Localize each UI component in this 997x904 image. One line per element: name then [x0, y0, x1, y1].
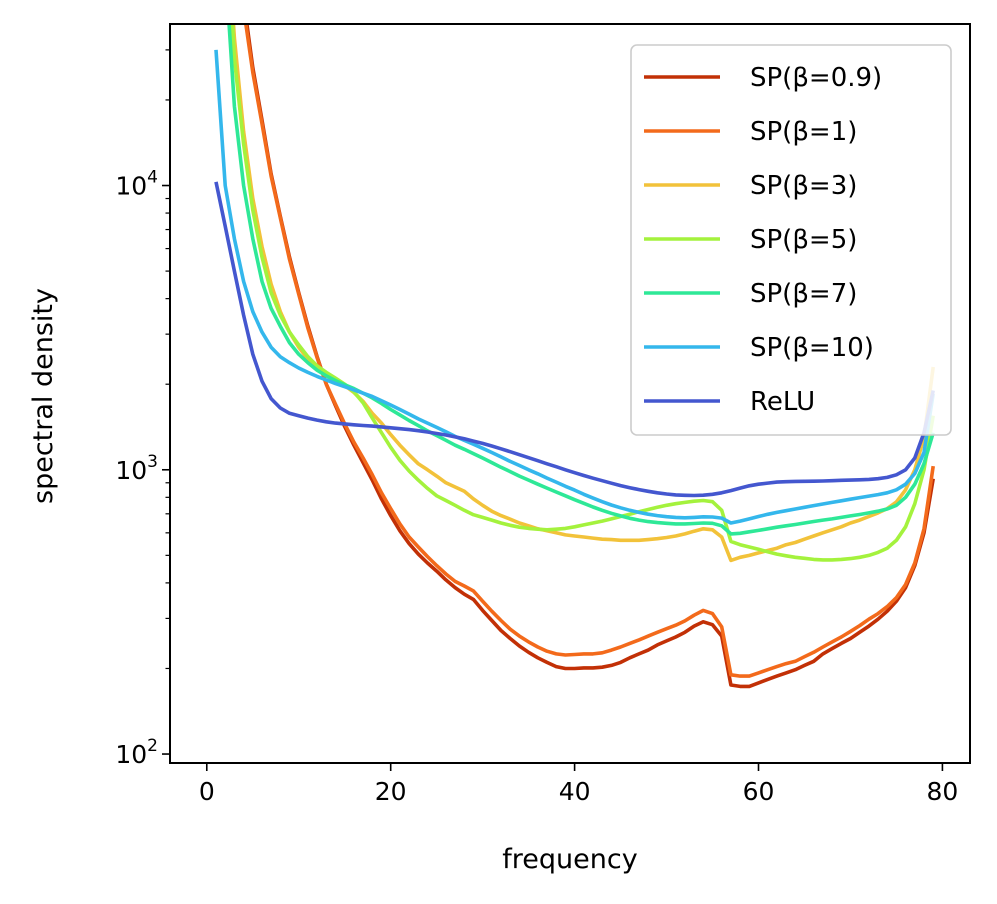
legend-label: SP(β=5): [750, 225, 857, 255]
series-line: [244, 24, 935, 678]
y-tick-label: 103: [115, 452, 158, 485]
x-tick-label: 0: [199, 777, 215, 806]
series-line: [227, 24, 935, 536]
series-line: [214, 181, 935, 498]
legend-label: SP(β=3): [750, 171, 857, 201]
y-axis-label: spectral density: [28, 288, 59, 504]
series-lines: [214, 24, 935, 689]
x-tick-label: 80: [927, 777, 959, 806]
x-tick-label: 20: [375, 777, 407, 806]
legend-label: SP(β=7): [750, 279, 857, 309]
legend: SP(β=0.9) SP(β=1) SP(β=3) SP(β=5) SP(β=7) SP(…: [630, 44, 952, 436]
legend-label: SP(β=0.9): [750, 63, 882, 93]
legend-label: SP(β=10): [750, 333, 874, 363]
x-axis-label: frequency: [502, 844, 637, 875]
y-axis-ticks: 102 103 104: [115, 49, 170, 769]
legend-label: SP(β=1): [750, 117, 857, 147]
y-tick-label: 104: [115, 168, 158, 201]
plot-frame: [169, 23, 971, 764]
y-tick-label: 102: [115, 736, 158, 769]
series-line: [214, 49, 935, 525]
legend-box: [630, 44, 952, 436]
x-tick-label: 40: [559, 777, 591, 806]
x-axis-ticks: 0 20 40 60 80: [199, 763, 958, 806]
x-tick-label: 60: [743, 777, 775, 806]
legend-label: ReLU: [750, 387, 815, 417]
